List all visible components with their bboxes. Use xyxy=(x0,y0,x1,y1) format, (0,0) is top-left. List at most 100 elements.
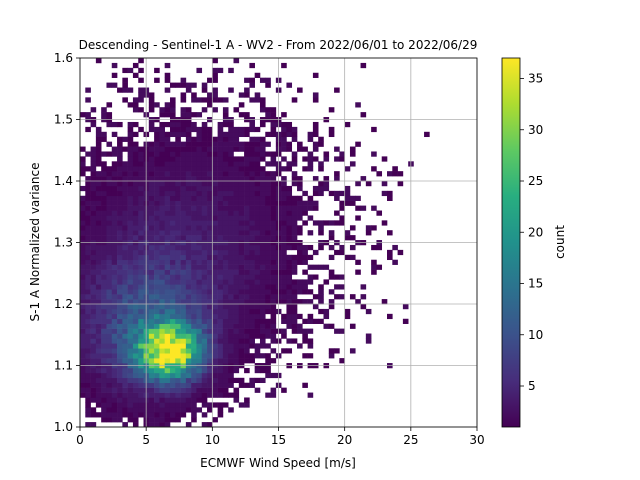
heatmap-cell xyxy=(164,102,171,108)
heatmap-cell xyxy=(318,264,324,270)
colorbar-label: count xyxy=(553,225,567,259)
heatmap-cell xyxy=(222,107,229,113)
heatmap-cell xyxy=(138,387,144,393)
heatmap-cell xyxy=(265,195,271,201)
heatmap-cell xyxy=(196,156,203,162)
heatmap-cell xyxy=(291,264,298,270)
heatmap-cell xyxy=(281,313,287,320)
heatmap-cell xyxy=(180,289,187,295)
heatmap-cell xyxy=(185,235,192,241)
heatmap-cell xyxy=(159,387,165,393)
heatmap-cell xyxy=(207,323,213,329)
heatmap-cell xyxy=(196,166,203,172)
heatmap-cell xyxy=(191,318,197,324)
heatmap-cell xyxy=(138,171,144,177)
heatmap-cell xyxy=(127,146,134,152)
heatmap-cell xyxy=(222,156,229,162)
heatmap-cell xyxy=(127,244,134,251)
heatmap-cell xyxy=(169,121,176,128)
heatmap-cell xyxy=(244,77,250,83)
heatmap-cell xyxy=(201,289,208,295)
heatmap-cell xyxy=(302,318,308,324)
heatmap-cell xyxy=(175,249,181,256)
heatmap-cell xyxy=(207,220,213,226)
heatmap-cell xyxy=(80,338,86,344)
heatmap-cell xyxy=(164,318,171,324)
heatmap-cell xyxy=(291,136,298,142)
heatmap-cell xyxy=(201,304,208,310)
heatmap-cell xyxy=(154,299,160,305)
heatmap-cell xyxy=(222,367,229,374)
heatmap-cell xyxy=(148,308,155,315)
heatmap-cell xyxy=(127,377,134,384)
heatmap-cell xyxy=(228,323,234,329)
heatmap-cell xyxy=(122,195,128,201)
heatmap-cell xyxy=(222,146,229,152)
heatmap-cell xyxy=(212,328,218,334)
heatmap-cell xyxy=(175,279,181,285)
heatmap-cell xyxy=(244,259,250,265)
heatmap-cell xyxy=(106,353,113,359)
heatmap-cell xyxy=(122,289,128,295)
heatmap-cell xyxy=(132,299,139,305)
heatmap-cell xyxy=(117,259,123,265)
heatmap-cell xyxy=(175,181,181,187)
heatmap-cell xyxy=(307,299,314,305)
heatmap-cell xyxy=(307,195,314,201)
heatmap-cell xyxy=(238,249,245,256)
heatmap-cell xyxy=(117,269,123,275)
heatmap-cell xyxy=(111,358,118,364)
heatmap-cell xyxy=(117,328,123,334)
heatmap-cell xyxy=(132,358,139,364)
heatmap-cell xyxy=(159,417,165,423)
heatmap-cell xyxy=(302,220,308,226)
heatmap-cell xyxy=(191,126,197,133)
heatmap-cell xyxy=(164,244,171,251)
heatmap-cell xyxy=(175,284,181,290)
heatmap-cell xyxy=(201,397,208,403)
heatmap-cell xyxy=(117,190,123,197)
heatmap-cell xyxy=(85,97,91,103)
heatmap-cell xyxy=(159,195,165,201)
heatmap-cell xyxy=(222,151,229,157)
heatmap-cell xyxy=(95,156,102,162)
heatmap-cell xyxy=(387,254,393,261)
heatmap-cell xyxy=(349,195,356,201)
heatmap-cell xyxy=(201,181,208,187)
heatmap-cell xyxy=(164,230,171,236)
heatmap-cell xyxy=(180,274,187,280)
heatmap-cell xyxy=(164,264,171,270)
heatmap-cell xyxy=(265,284,271,290)
heatmap-cell xyxy=(122,308,128,315)
heatmap-cell xyxy=(207,141,213,147)
heatmap-cell xyxy=(212,107,218,113)
heatmap-cell xyxy=(169,412,176,418)
heatmap-cell xyxy=(175,171,181,177)
heatmap-cell xyxy=(196,151,203,157)
heatmap-cell xyxy=(249,308,255,315)
heatmap-cell xyxy=(154,195,160,201)
heatmap-cell xyxy=(127,367,134,374)
heatmap-cell xyxy=(169,151,176,157)
heatmap-cell xyxy=(169,264,176,270)
heatmap-cell xyxy=(191,402,197,408)
heatmap-cell xyxy=(302,210,308,216)
heatmap-cell xyxy=(222,181,229,187)
heatmap-cell xyxy=(127,141,134,147)
heatmap-cell xyxy=(228,348,234,354)
heatmap-cell xyxy=(212,308,218,315)
heatmap-cell xyxy=(85,402,91,408)
heatmap-cell xyxy=(122,264,128,270)
heatmap-cell xyxy=(180,407,187,413)
heatmap-cell xyxy=(259,338,266,344)
heatmap-cell xyxy=(175,215,181,221)
heatmap-cell xyxy=(127,289,134,295)
heatmap-cell xyxy=(217,269,224,275)
heatmap-cell xyxy=(148,230,155,236)
heatmap-cell xyxy=(122,161,128,167)
heatmap-cell xyxy=(259,97,266,103)
heatmap-cell xyxy=(212,402,218,408)
heatmap-cell xyxy=(117,338,123,344)
heatmap-cell xyxy=(238,146,245,152)
heatmap-cell xyxy=(90,185,97,192)
